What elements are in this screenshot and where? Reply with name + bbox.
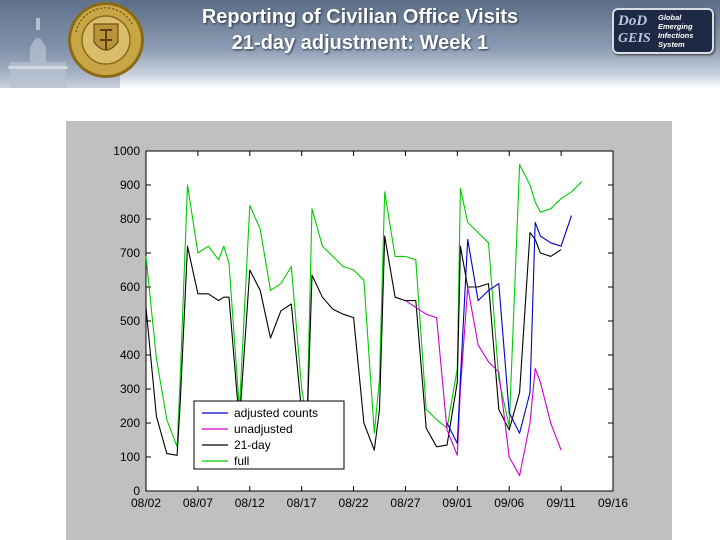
legend-label: 21-day <box>234 438 271 452</box>
y-tick-label: 500 <box>120 314 140 328</box>
y-tick-label: 800 <box>120 212 140 226</box>
y-tick-label: 400 <box>120 348 140 362</box>
x-tick-label: 08/27 <box>390 496 420 510</box>
legend-label: full <box>234 454 249 468</box>
logo-abbrev-top: DoD <box>618 13 648 29</box>
x-tick-label: 08/22 <box>339 496 369 510</box>
dod-geis-logo: DoD GEIS Global Emerging Infections Syst… <box>612 8 714 54</box>
x-tick-label: 08/12 <box>235 496 265 510</box>
x-tick-label: 08/02 <box>131 496 161 510</box>
y-tick-label: 100 <box>120 450 140 464</box>
x-tick-label: 09/16 <box>598 496 628 510</box>
series-line-unadjusted <box>405 286 562 477</box>
line-chart: 0 100 200 300 400 500 600 700 800 900 1000 08/02 08/… <box>113 144 628 510</box>
legend-label: adjusted counts <box>234 406 318 420</box>
legend-box <box>193 400 345 470</box>
logo-word: Global <box>658 13 682 22</box>
logo-word: Infections <box>658 31 694 40</box>
x-tick-label: 08/07 <box>183 496 213 510</box>
x-tick-label: 09/06 <box>494 496 524 510</box>
y-tick-label: 700 <box>120 246 140 260</box>
y-tick-label: 600 <box>120 280 140 294</box>
logo-abbrev-bottom: GEIS <box>618 31 651 46</box>
logo-word: System <box>658 40 685 49</box>
y-tick-label: 300 <box>120 382 140 396</box>
slide-header: Reporting of Civilian Office Visits 21-d… <box>0 0 720 88</box>
x-tick-label: 09/01 <box>442 496 472 510</box>
logo-word: Emerging <box>658 22 693 31</box>
slide-title: Reporting of Civilian Office Visits 21-d… <box>120 4 600 56</box>
series-line-full <box>145 164 583 448</box>
title-line-2: 21-day adjustment: Week 1 <box>231 32 489 54</box>
y-tick-label: 1000 <box>113 144 140 158</box>
y-tick-label: 200 <box>120 416 140 430</box>
series-line-21-day <box>145 232 562 456</box>
y-tick-label: 0 <box>133 484 140 498</box>
y-tick-label: 900 <box>120 178 140 192</box>
x-tick-label: 08/17 <box>287 496 317 510</box>
legend-label: unadjusted <box>234 422 293 436</box>
x-tick-label: 09/11 <box>547 496 576 510</box>
university-seal-icon <box>68 2 144 78</box>
series-line-adjusted-counts <box>446 215 573 444</box>
title-line-1: Reporting of Civilian Office Visits <box>201 6 519 28</box>
logo-words: Global Emerging Infections System <box>658 13 693 49</box>
